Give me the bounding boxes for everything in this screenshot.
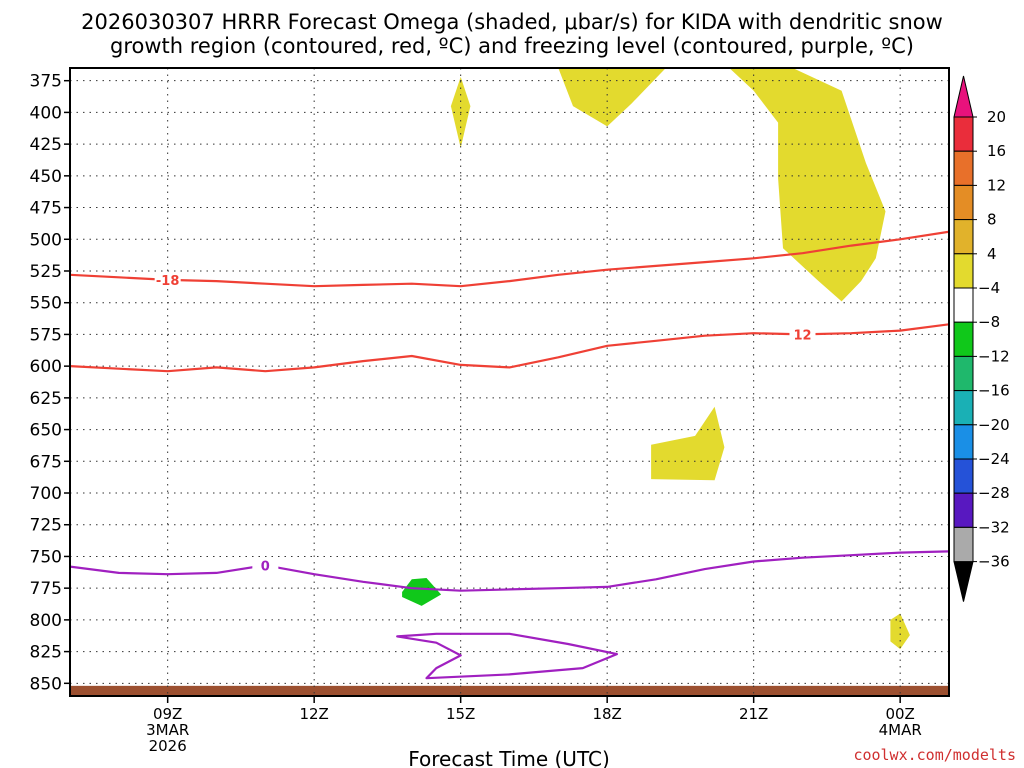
colorbar-label--32: −32: [978, 518, 1010, 536]
colorbar-label--4: −4: [978, 279, 1000, 297]
y-tick-label-525: 525: [30, 262, 62, 282]
y-tick-label-725: 725: [30, 516, 62, 536]
colorbar-swatch-16: [953, 150, 974, 186]
shaded-region-omega-minus4-minus8: [402, 578, 442, 606]
colorbar-swatch--28: [953, 492, 974, 528]
y-tick-label-750: 750: [30, 547, 62, 567]
y-tick-label-400: 400: [30, 103, 62, 123]
colorbar-label--16: −16: [978, 382, 1010, 400]
x-tick-label-00Z: 00Z: [885, 705, 914, 723]
colorbar-swatch--8: [953, 321, 974, 357]
colorbar-label-12: 12: [987, 176, 1006, 194]
plot-frame: [69, 67, 950, 697]
y-tick-label-650: 650: [30, 421, 62, 441]
colorbar-label--36: −36: [978, 553, 1010, 571]
colorbar-swatch-4: [953, 253, 974, 289]
colorbar-label--24: −24: [978, 450, 1010, 468]
y-tick-label-600: 600: [30, 357, 62, 377]
colorbar-label--8: −8: [978, 313, 1000, 331]
colorbar-swatch-12: [953, 184, 974, 221]
y-tick-label-700: 700: [30, 484, 62, 504]
y-tick-label-825: 825: [30, 643, 62, 663]
x-tick-label-15Z: 15Z: [446, 705, 475, 723]
colorbar-swatch--4: [953, 287, 974, 323]
x-axis-label: Forecast Time (UTC): [408, 747, 610, 768]
y-tick-label-625: 625: [30, 389, 62, 409]
colorbar-label-4: 4: [987, 245, 997, 263]
colorbar-label--12: −12: [978, 347, 1010, 365]
y-tick-label-850: 850: [30, 674, 62, 694]
y-tick-label-575: 575: [30, 325, 62, 345]
colorbar-swatch--20: [953, 424, 974, 460]
contour-label-bg: [252, 557, 279, 574]
colorbar-label-20: 20: [987, 108, 1006, 126]
y-tick-label-475: 475: [30, 199, 62, 219]
contour-dendritic-minus18: [70, 230, 949, 288]
chart-title-line-1: 2026030307 HRRR Forecast Omega (shaded, …: [81, 10, 943, 34]
credit-text: coolwx.com/modelts: [853, 746, 1016, 764]
x-tick-label-12Z: 12Z: [299, 705, 328, 723]
contour-label-dendritic-minus18: -18: [156, 274, 180, 289]
shaded-region-omega-4-8-upper-right: [558, 68, 666, 127]
shaded-region-omega-4-8-large-right: [729, 68, 886, 302]
y-tick-label-375: 375: [30, 72, 62, 92]
y-tick-label-450: 450: [30, 167, 62, 187]
contour-label-bg: [789, 326, 816, 343]
x-tick-sublabel-4MAR: 4MAR: [879, 721, 922, 739]
y-tick-label-675: 675: [30, 452, 62, 472]
contour-label-freezing-level: 0: [261, 559, 270, 574]
x-tick-label-09Z: 09Z: [153, 705, 182, 723]
colorbar-swatch--24: [953, 458, 974, 494]
y-tick-label-800: 800: [30, 611, 62, 631]
colorbar-label--20: −20: [978, 416, 1010, 434]
colorbar-bottom-arrow: [953, 561, 974, 602]
y-tick-label-425: 425: [30, 135, 62, 155]
colorbar-swatch-20: [953, 116, 974, 152]
shaded-region-omega-4-8-lower-right: [890, 613, 910, 650]
y-tick-label-550: 550: [30, 294, 62, 314]
x-tick-label-18Z: 18Z: [592, 705, 621, 723]
contour-label-dendritic-minus12: 12: [793, 328, 811, 343]
x-tick-sublabel-3MAR: 3MAR: [146, 721, 189, 739]
contour-label-bg: [154, 271, 181, 288]
colorbar-label-8: 8: [987, 211, 997, 229]
colorbar-swatch-lowest: [953, 526, 974, 563]
colorbar-swatch--16: [953, 390, 974, 426]
shaded-region-omega-4-8-mid: [651, 406, 725, 481]
colorbar-top-arrow: [953, 75, 974, 118]
y-tick-label-775: 775: [30, 579, 62, 599]
contour-freezing-level-lower: [396, 632, 618, 680]
colorbar-swatch-8: [953, 219, 974, 255]
colorbar-label--28: −28: [978, 484, 1010, 502]
contour-freezing-level: [70, 550, 949, 592]
x-tick-label-21Z: 21Z: [739, 705, 768, 723]
chart-title-line-2: growth region (contoured, red, ºC) and f…: [110, 34, 914, 58]
terrain-band: [70, 685, 949, 696]
colorbar-swatch--12: [953, 355, 974, 392]
x-tick-sublabel-2026: 2026: [149, 737, 187, 755]
colorbar-label-16: 16: [987, 142, 1006, 160]
contour-dendritic-minus12: [70, 323, 949, 373]
y-tick-label-500: 500: [30, 230, 62, 250]
